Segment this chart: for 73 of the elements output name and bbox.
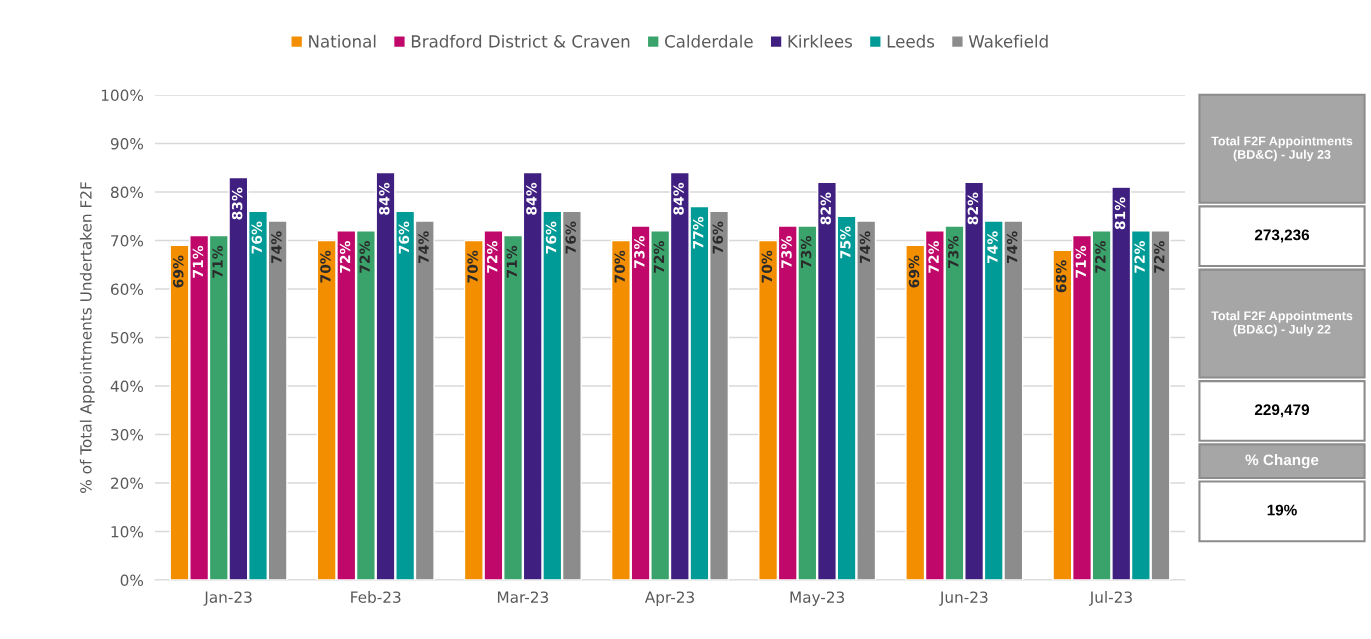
data-label: 74% xyxy=(987,231,998,264)
data-label: 72% xyxy=(486,240,498,273)
y-tick-label: 20% xyxy=(111,477,144,490)
data-label: 71% xyxy=(506,245,518,278)
data-label: 68% xyxy=(1055,260,1067,293)
data-label: 84% xyxy=(526,182,537,215)
data-label: 71% xyxy=(1075,245,1087,278)
data-label: 69% xyxy=(908,255,920,288)
legend-label: Wakefield xyxy=(968,34,1048,48)
y-tick-label: 80% xyxy=(110,186,144,199)
x-tick-label: Feb-23 xyxy=(351,591,401,603)
y-tick-label: 70% xyxy=(111,234,144,247)
x-tick-label: May-23 xyxy=(790,591,845,606)
data-label: 72% xyxy=(359,240,370,273)
text: Total F2F Appointments (BD&C) - July 22 xyxy=(1211,311,1353,337)
data-label: 73% xyxy=(781,236,792,268)
data-label: 70% xyxy=(467,250,478,283)
data-label: 74% xyxy=(1006,231,1018,264)
data-label: 76% xyxy=(251,221,263,254)
data-label: 81% xyxy=(1114,197,1126,230)
data-label: 72% xyxy=(928,240,939,273)
x-tick-label: Jan-23 xyxy=(203,591,252,606)
y-tick-label: 60% xyxy=(111,283,144,296)
data-label: 74% xyxy=(418,231,429,264)
y-tick-label: 0% xyxy=(120,574,144,587)
data-label: 71% xyxy=(192,245,204,278)
y-tick-label: 10% xyxy=(111,525,144,538)
y-tick-label: 30% xyxy=(111,428,144,441)
data-label: 70% xyxy=(761,250,773,283)
text: % Change xyxy=(1245,454,1319,469)
data-label: 70% xyxy=(614,250,625,283)
data-label: 84% xyxy=(673,182,684,215)
legend-label: Leeds xyxy=(887,34,935,48)
data-label: 83% xyxy=(231,187,243,220)
x-tick-label: Jun-23 xyxy=(939,591,988,606)
data-label: 74% xyxy=(859,231,871,264)
data-label: 76% xyxy=(712,221,724,254)
data-label: 76% xyxy=(565,221,576,254)
data-label: 69% xyxy=(173,255,184,288)
y-axis-title: % of Total Appointments Undertaken F2F xyxy=(79,182,95,493)
data-label: 76% xyxy=(545,221,557,254)
data-label: 73% xyxy=(634,236,645,268)
y-tick-label: 50% xyxy=(111,331,144,344)
legend-label: Kirklees xyxy=(788,34,853,48)
y-tick-label: 100% xyxy=(101,89,144,102)
data-label: 82% xyxy=(820,192,831,225)
data-label: 73% xyxy=(800,236,812,268)
y-tick-label: 90% xyxy=(110,137,144,150)
data-label: 73% xyxy=(948,236,959,268)
data-label: 72% xyxy=(653,240,665,273)
data-label: 82% xyxy=(967,192,979,225)
text: 229,479 xyxy=(1254,404,1310,418)
x-tick-label: Mar-23 xyxy=(497,591,549,603)
data-label: 72% xyxy=(339,240,351,273)
data-label: 72% xyxy=(1134,240,1145,273)
data-label: 74% xyxy=(271,231,282,264)
legend-label: Bradford District & Craven xyxy=(411,34,630,48)
y-tick-label: 40% xyxy=(110,380,144,393)
data-label: 70% xyxy=(320,250,331,283)
legend-label: National xyxy=(309,34,376,48)
data-label: 77% xyxy=(692,216,704,249)
text: Total F2F Appointments (BD&C) - July 23 xyxy=(1211,136,1353,162)
data-label: 75% xyxy=(840,226,851,259)
x-tick-label: Apr-23 xyxy=(644,591,694,606)
x-tick-label: Jul-23 xyxy=(1088,591,1132,606)
data-label: 84% xyxy=(379,182,390,215)
data-label: 71% xyxy=(212,245,223,278)
data-label: 72% xyxy=(1095,240,1106,273)
legend-label: Calderdale xyxy=(664,34,753,48)
text: 19% xyxy=(1267,504,1297,516)
data-label: 76% xyxy=(398,221,410,254)
data-label: 72% xyxy=(1154,240,1165,273)
text: 273,236 xyxy=(1254,229,1310,243)
